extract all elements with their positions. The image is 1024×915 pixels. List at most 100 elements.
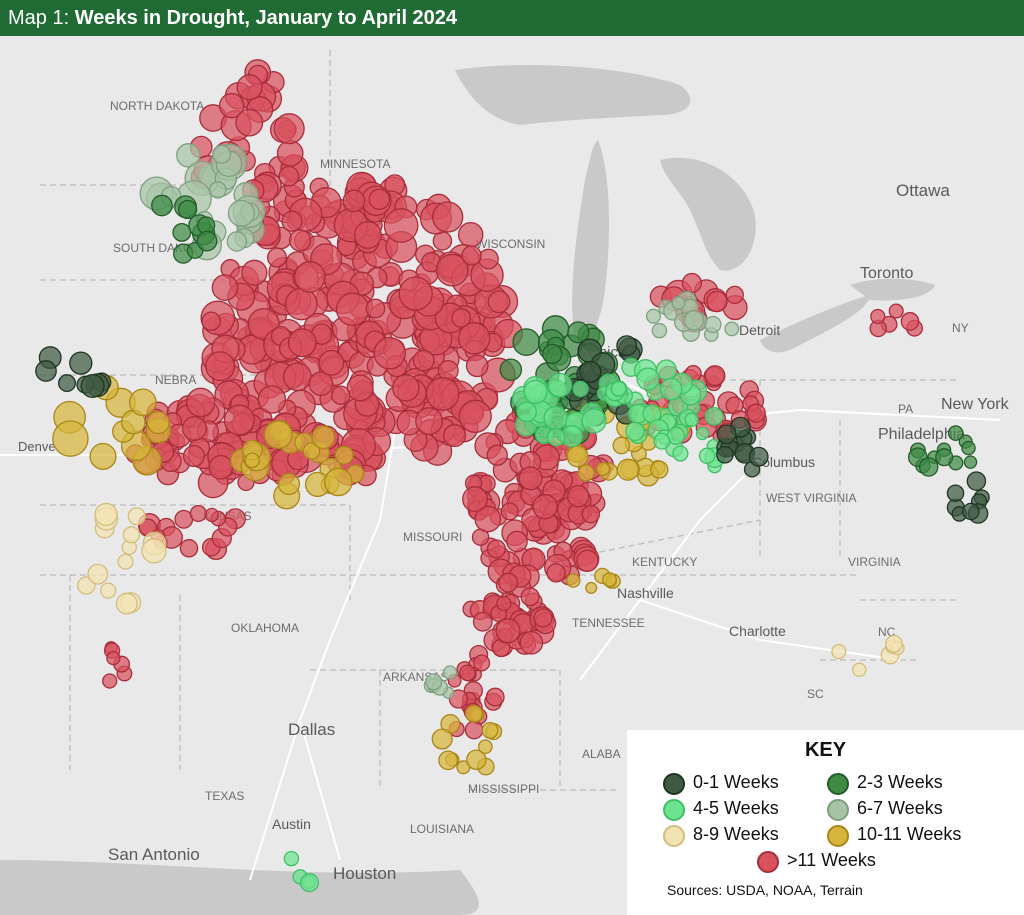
drought-station-marker — [324, 467, 353, 497]
drought-station-marker — [127, 507, 146, 526]
label-kentucky: KENTUCKY — [632, 555, 697, 569]
city-san-antonio: San Antonio — [108, 845, 200, 864]
drought-station-marker — [458, 399, 492, 433]
drought-station-marker — [241, 259, 268, 286]
drought-station-marker — [566, 445, 589, 468]
drought-station-marker — [331, 385, 351, 405]
drought-station-marker — [546, 428, 566, 447]
drought-station-marker — [52, 420, 89, 457]
drought-station-marker — [299, 873, 320, 893]
drought-station-marker — [235, 108, 264, 137]
drought-station-marker — [577, 464, 595, 482]
drought-station-marker — [616, 458, 640, 481]
drought-station-marker — [653, 432, 671, 450]
drought-station-marker — [128, 388, 157, 417]
sources-note: Sources: USDA, NOAA, Terrain — [667, 882, 863, 898]
drought-station-marker — [223, 404, 255, 436]
city-austin: Austin — [272, 816, 311, 832]
drought-station-marker — [365, 298, 386, 319]
drought-station-marker — [284, 287, 318, 321]
drought-station-marker — [518, 466, 543, 491]
drought-station-marker — [459, 664, 476, 682]
drought-station-marker — [746, 403, 766, 423]
drought-station-marker — [704, 365, 726, 387]
drought-station-marker — [935, 448, 954, 467]
drought-station-marker — [533, 608, 553, 628]
map-title-prefix: Map 1: — [8, 7, 70, 29]
city-ottawa: Ottawa — [896, 181, 950, 200]
drought-station-marker — [438, 750, 458, 771]
drought-station-marker — [585, 581, 598, 594]
drought-station-marker — [465, 354, 489, 378]
drought-station-marker — [196, 230, 218, 252]
drought-station-marker — [346, 374, 374, 402]
drought-station-marker — [724, 321, 740, 337]
drought-station-marker — [435, 253, 469, 287]
drought-station-marker — [266, 247, 288, 268]
drought-station-marker — [281, 210, 303, 232]
drought-station-marker — [461, 245, 482, 266]
drought-station-marker — [176, 143, 201, 168]
drought-station-marker — [412, 349, 435, 372]
drought-station-marker — [373, 336, 406, 370]
drought-station-marker — [748, 446, 769, 467]
legend-title: KEY — [804, 739, 847, 761]
drought-station-marker — [443, 424, 467, 448]
drought-station-marker — [172, 222, 192, 242]
drought-station-marker — [141, 538, 167, 564]
drought-station-marker — [189, 504, 207, 523]
legend: KEY 0-1 Weeks 2-3 Weeks 4-5 Weeks 6-7 We… — [627, 730, 1024, 915]
legend-swatch-6-7 — [827, 799, 849, 821]
drought-station-marker — [636, 367, 660, 391]
drought-station-marker — [612, 436, 631, 455]
drought-station-marker — [625, 421, 645, 442]
drought-station-marker — [353, 221, 382, 249]
drought-station-marker — [473, 654, 491, 672]
drought-station-marker — [706, 290, 728, 313]
map-title-main: Weeks in Drought, January to April 2024 — [74, 7, 458, 29]
drought-station-marker — [650, 460, 669, 479]
lake-michigan — [572, 140, 610, 343]
drought-station-marker — [581, 504, 601, 524]
drought-station-marker — [546, 563, 566, 583]
drought-station-marker — [334, 445, 354, 465]
drought-station-marker — [288, 229, 312, 252]
drought-station-marker — [519, 630, 544, 655]
drought-station-marker — [543, 405, 568, 431]
drought-station-marker — [458, 322, 491, 355]
label-west-virginia: WEST VIRGINIA — [766, 491, 856, 505]
drought-station-marker — [567, 321, 590, 344]
drought-station-marker — [831, 644, 847, 660]
drought-station-marker — [683, 310, 705, 331]
drought-station-marker — [566, 573, 581, 588]
drought-station-marker — [209, 181, 227, 199]
drought-station-marker — [576, 549, 599, 573]
drought-station-marker — [204, 507, 220, 523]
city-toronto: Toronto — [860, 265, 913, 282]
drought-station-marker — [442, 665, 458, 680]
drought-station-marker — [547, 372, 573, 398]
drought-station-marker — [294, 261, 326, 293]
drought-station-marker — [451, 308, 472, 328]
drought-station-marker — [542, 343, 563, 365]
drought-station-marker — [35, 360, 57, 382]
drought-station-marker — [486, 539, 506, 559]
drought-station-marker — [276, 140, 304, 167]
drought-station-marker — [716, 445, 734, 464]
drought-station-marker — [486, 444, 508, 466]
drought-station-marker — [870, 308, 886, 325]
drought-station-marker — [80, 373, 105, 399]
drought-station-marker — [659, 377, 683, 401]
drought-station-marker — [704, 315, 722, 334]
drought-station-marker — [106, 650, 121, 666]
drought-station-marker — [226, 231, 248, 252]
drought-station-marker — [263, 420, 293, 450]
drought-station-marker — [506, 530, 528, 553]
drought-station-marker — [520, 587, 540, 607]
drought-station-marker — [918, 457, 939, 477]
drought-station-marker — [100, 582, 117, 599]
drought-station-marker — [966, 471, 987, 491]
label-north-dakota: NORTH DAKOTA — [110, 99, 204, 113]
label-nebraska: NEBRA — [155, 373, 196, 387]
drought-map[interactable]: NORTH DAKOTA MINNESOTA SOUTH DAKOTA NEBR… — [0, 36, 1024, 915]
